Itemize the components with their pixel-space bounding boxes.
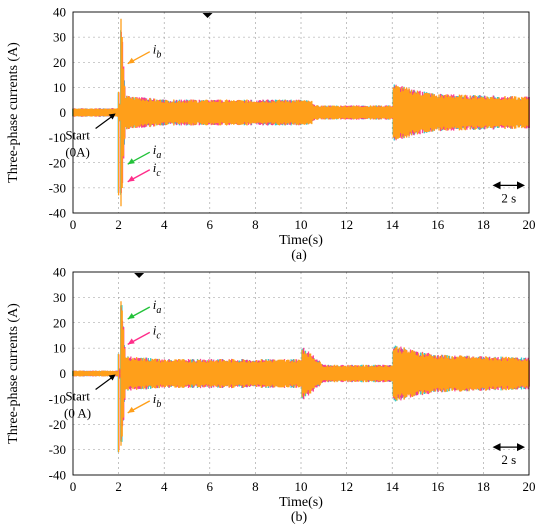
- label-arrowhead-c: [127, 338, 135, 345]
- x-tick-labels: 0 2 4 6 8 10 12 14 16 18 20: [70, 217, 536, 232]
- plot-frame: [72, 271, 530, 476]
- x-tick-label: 12: [340, 217, 353, 232]
- current-label-ib: ib: [153, 391, 162, 410]
- y-tick-label: -20: [49, 155, 66, 170]
- x-tick-label: 14: [386, 479, 400, 494]
- scale-bar-left-head: [492, 181, 501, 190]
- x-tick-label: 2: [115, 217, 122, 232]
- y-tick-label: -10: [49, 391, 66, 406]
- x-tick-label: 2: [115, 479, 122, 494]
- annotations: Start (0 A) ia ic ib 2 s: [64, 273, 525, 467]
- y-tick-label: 40: [53, 265, 66, 280]
- current-label-ia: ia: [153, 297, 162, 316]
- start-label: Start: [65, 389, 90, 404]
- current-label-ic: ic: [153, 322, 162, 341]
- x-tick-label: 0: [70, 217, 77, 232]
- y-axis-label: Three-phase currents (A): [6, 303, 21, 444]
- y-tick-label: 0: [60, 105, 67, 120]
- x-tick-label: 14: [386, 217, 400, 232]
- x-tick-label: 6: [207, 217, 214, 232]
- scale-bar-left-head: [492, 443, 501, 452]
- current-label-ia: ia: [153, 142, 162, 161]
- x-tick-label: 8: [252, 479, 259, 494]
- y-tick-labels: -40 -30 -20 -10 0 10 20 30 40: [49, 5, 66, 221]
- y-tick-label: 20: [53, 55, 66, 70]
- start-sublabel: (0A): [65, 145, 90, 160]
- label-arrowhead-b: [127, 406, 135, 413]
- x-tick-labels: 0 2 4 6 8 10 12 14 16 18 20: [70, 479, 536, 494]
- current-label-ib: ib: [153, 42, 162, 61]
- scale-bar-right-head: [517, 181, 525, 190]
- y-tick-labels: -40 -30 -20 -10 0 10 20 30 40: [49, 265, 66, 483]
- label-arrowhead-b: [127, 57, 135, 64]
- y-tick-label: -40: [49, 468, 66, 483]
- start-sublabel: (0 A): [64, 406, 91, 421]
- x-tick-label: 18: [477, 217, 490, 232]
- x-tick-label: 20: [523, 479, 536, 494]
- y-tick-label: 40: [53, 5, 66, 20]
- start-label: Start: [65, 128, 90, 143]
- y-tick-label: -30: [49, 442, 66, 457]
- y-tick-label: 10: [53, 341, 66, 356]
- x-tick-label: 18: [477, 479, 490, 494]
- x-tick-label: 0: [70, 479, 77, 494]
- x-tick-label: 6: [207, 479, 214, 494]
- x-axis-label: Time(s): [279, 495, 323, 510]
- y-tick-label: 20: [53, 315, 66, 330]
- panel-label: (b): [291, 510, 308, 525]
- label-arrowhead-a: [127, 312, 135, 319]
- current-label-ic: ic: [153, 160, 162, 179]
- y-tick-label: 30: [53, 30, 66, 45]
- y-tick-label: -10: [49, 130, 66, 145]
- x-tick-label: 8: [252, 217, 259, 232]
- x-tick-label: 16: [431, 479, 445, 494]
- plot-frame: [72, 11, 530, 214]
- y-tick-label: -30: [49, 180, 66, 195]
- x-tick-label: 4: [161, 479, 168, 494]
- start-arrowhead: [108, 113, 116, 120]
- x-tick-label: 4: [161, 217, 168, 232]
- y-tick-label: -40: [49, 206, 66, 221]
- x-tick-label: 16: [431, 217, 445, 232]
- trigger-marker: [202, 13, 213, 18]
- x-tick-label: 10: [295, 479, 308, 494]
- x-tick-label: 12: [340, 479, 353, 494]
- y-tick-label: -20: [49, 417, 66, 432]
- x-tick-label: 10: [295, 217, 308, 232]
- y-tick-label: 30: [53, 290, 66, 305]
- label-arrowhead-a: [127, 158, 135, 165]
- y-axis-label: Three-phase currents (A): [6, 42, 21, 183]
- scale-bar-label: 2 s: [501, 190, 516, 205]
- x-axis-label: Time(s): [279, 233, 323, 248]
- scale-bar-right-head: [517, 443, 525, 452]
- y-tick-label: 0: [60, 366, 67, 381]
- label-arrowhead-c: [127, 175, 135, 182]
- y-tick-label: 10: [53, 80, 66, 95]
- x-tick-label: 20: [523, 217, 536, 232]
- trigger-marker: [134, 273, 145, 278]
- panel-label: (a): [291, 248, 307, 263]
- start-arrowhead: [108, 374, 116, 381]
- scale-bar-label: 2 s: [501, 452, 516, 467]
